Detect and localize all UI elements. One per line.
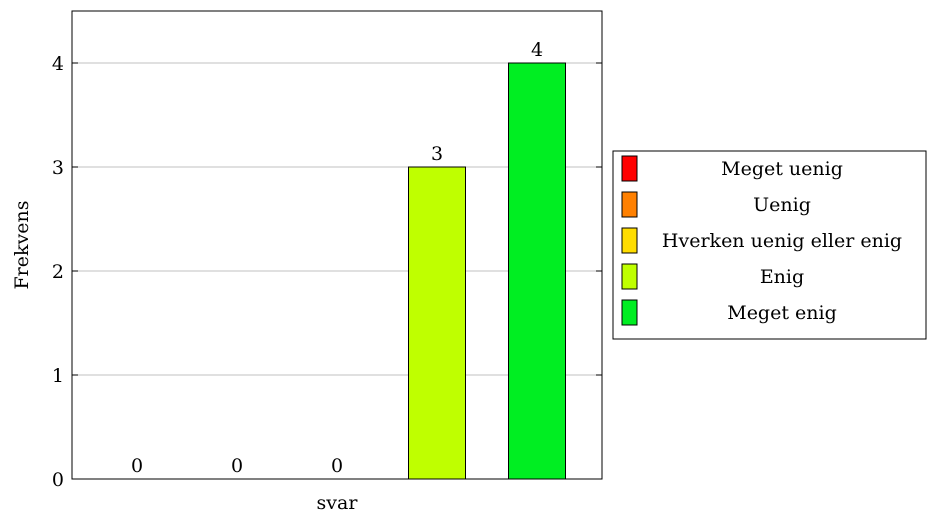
data-label: 0 — [331, 455, 343, 477]
legend-swatch — [621, 299, 638, 326]
data-labels: 0 0 0 3 4 — [131, 39, 543, 477]
legend-swatch — [621, 227, 638, 254]
y-tick-label: 2 — [52, 261, 64, 283]
legend: Meget uenig Uenig Hverken uenig eller enig… — [612, 150, 927, 340]
legend-swatch — [621, 191, 638, 218]
y-axis: 0 1 2 3 4 — [52, 53, 602, 491]
legend-frame — [612, 150, 927, 340]
data-label: 0 — [131, 455, 143, 477]
legend-swatch — [621, 263, 638, 290]
legend-entry: Hverken uenig eller enig — [662, 230, 902, 252]
y-tick-label: 4 — [52, 53, 64, 75]
legend-entry: Uenig — [753, 194, 811, 216]
legend-entry: Meget enig — [727, 302, 837, 324]
legend-entry: Meget uenig — [721, 158, 843, 180]
legend-entry: Enig — [760, 266, 804, 288]
data-label: 4 — [531, 39, 543, 61]
y-axis-label: Frekvens — [11, 201, 33, 290]
y-tick-label: 0 — [52, 469, 64, 491]
data-label: 3 — [431, 143, 443, 165]
bar-enig — [408, 166, 466, 480]
plot-frame — [71, 10, 603, 480]
legend-swatch — [621, 155, 638, 182]
y-tick-label: 3 — [52, 157, 64, 179]
data-label: 0 — [231, 455, 243, 477]
x-axis-label: svar — [317, 492, 359, 514]
y-tick-label: 1 — [52, 365, 64, 387]
bar-meget-enig — [508, 62, 566, 480]
